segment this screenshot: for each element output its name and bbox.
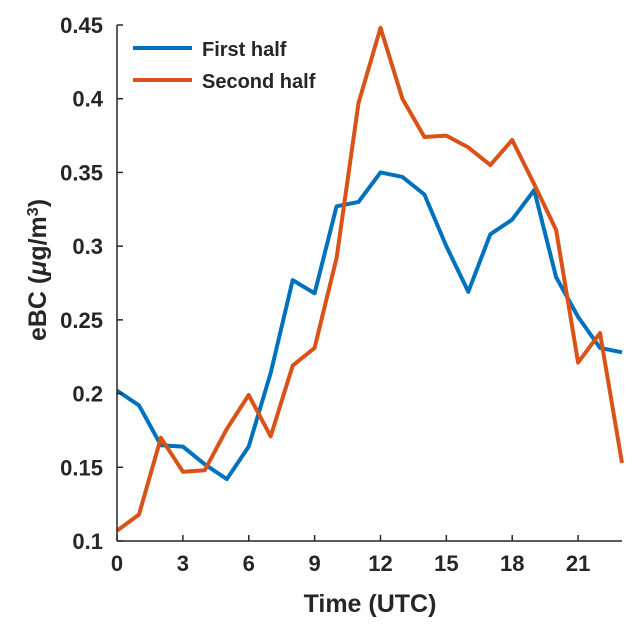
y-tick-label: 0.25 (60, 308, 103, 333)
x-tick-label: 12 (368, 551, 392, 576)
x-tick-label: 15 (434, 551, 458, 576)
x-tick-label: 6 (243, 551, 255, 576)
y-tick-label: 0.3 (72, 234, 103, 259)
y-axis-label-superscript: 3 (25, 207, 42, 216)
legend: First half Second half (133, 39, 316, 93)
x-tick-label: 3 (177, 551, 189, 576)
x-tick-label: 0 (111, 551, 123, 576)
series-line-second-half (115, 25, 624, 533)
y-tick-label: 0.4 (72, 87, 103, 112)
x-tick-label: 21 (566, 551, 590, 576)
plot-lines (115, 25, 624, 533)
y-tick-label: 0.2 (72, 382, 103, 407)
y-tick-label: 0.35 (60, 160, 103, 185)
x-axis-label: Time (UTC) (304, 590, 437, 618)
legend-label-second-half: Second half (202, 71, 316, 93)
y-tick-label: 0.45 (60, 13, 103, 38)
y-axis-label: eBC (μg/m3) (24, 199, 52, 341)
axes (116, 25, 622, 542)
ticks: 0 3 6 9 12 15 18 21 0.1 0.15 0.2 0.25 0.3 0.35 0.4 0.45 (60, 13, 590, 576)
series-line-first-half (115, 170, 623, 482)
legend-label-first-half: First half (202, 39, 287, 61)
x-tick-label: 9 (308, 551, 320, 576)
y-tick-label: 0.15 (60, 455, 103, 480)
y-tick-label: 0.1 (72, 529, 103, 554)
y-axis-label-mu: μ (24, 261, 52, 277)
x-tick-label: 18 (500, 551, 524, 576)
